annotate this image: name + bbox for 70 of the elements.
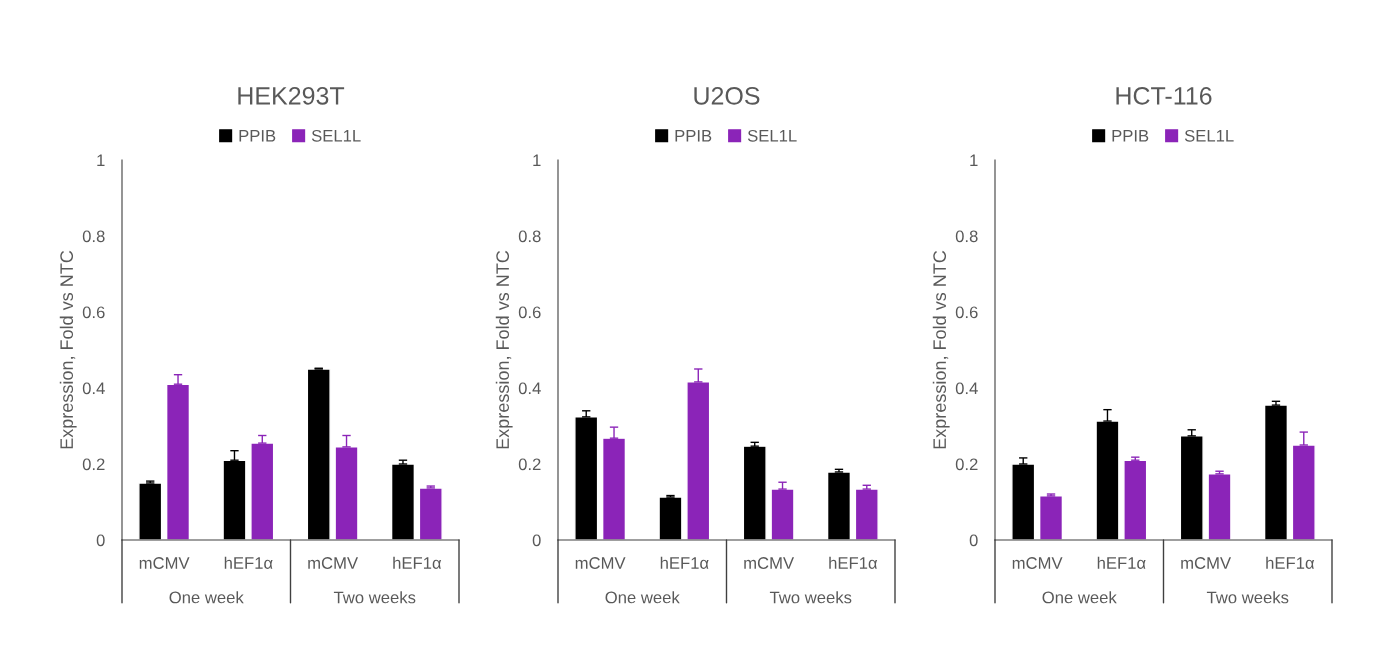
x-tick-label: hEF1α <box>393 556 442 569</box>
y-tick-label: 0.8 <box>518 230 541 243</box>
text: Two weeks <box>769 591 852 604</box>
legend-label: SEL1L <box>1184 129 1234 142</box>
x-tick-label: mCMV <box>139 557 190 569</box>
legend-label: PPIB <box>239 130 276 142</box>
x-tick-label: hEF1α <box>1266 556 1315 569</box>
y-axis-title: Expression, Fold vs NTC <box>495 250 513 449</box>
bar <box>854 488 879 540</box>
y-tick-label: 0.4 <box>955 382 978 395</box>
legend-label: SEL1L <box>311 129 361 142</box>
bar <box>306 368 331 540</box>
text: One week <box>605 591 680 604</box>
y-tick-label: 1 <box>970 154 978 167</box>
y-tick-label: 0.2 <box>518 458 541 471</box>
bar <box>1038 495 1064 540</box>
bar <box>658 496 683 540</box>
text: Two weeks <box>1206 591 1289 604</box>
bar <box>574 416 599 540</box>
bar <box>250 442 275 540</box>
bar <box>601 437 627 540</box>
text: One week <box>1042 591 1117 604</box>
bar <box>1263 404 1289 540</box>
x-tick-label: hEF1α <box>829 556 878 569</box>
y-axis-title: Expression, Fold vs NTC <box>59 250 77 449</box>
bar <box>334 446 359 540</box>
chart-title: HEK293T <box>238 86 345 105</box>
bar <box>1011 463 1036 540</box>
y-tick-label: 0.8 <box>82 230 105 243</box>
x-tick-label: mCMV <box>1012 557 1063 569</box>
x-tick-label: hEF1α <box>1097 556 1146 569</box>
x-tick-label: hEF1α <box>660 556 709 569</box>
y-tick-label: 0.2 <box>955 458 978 471</box>
x-tick-label: hEF1α <box>224 556 273 569</box>
bar <box>1179 435 1204 540</box>
y-axis-title: Expression, Fold vs NTC <box>932 250 950 449</box>
y-tick-label: 1 <box>533 154 541 167</box>
chart-title: U2OS <box>694 86 760 105</box>
y-tick-label: 0 <box>532 534 541 547</box>
x-tick-label: mCMV <box>744 557 795 569</box>
bar <box>1123 459 1148 540</box>
bar <box>826 471 852 540</box>
bar <box>138 482 163 540</box>
x-tick-label: mCMV <box>575 557 626 569</box>
x-tick-label: mCMV <box>1181 557 1232 569</box>
y-tick-label: 0 <box>96 534 105 547</box>
bar <box>686 381 711 540</box>
text: Two weeks <box>333 591 416 604</box>
y-tick-label: 0.6 <box>518 306 541 319</box>
y-tick-label: 0.6 <box>955 306 978 319</box>
y-tick-label: 0.4 <box>518 382 541 395</box>
bar <box>390 463 416 540</box>
bar <box>418 487 443 540</box>
x-tick-label: mCMV <box>308 557 359 569</box>
bar <box>770 488 795 540</box>
bar <box>1291 444 1316 540</box>
legend-label: PPIB <box>675 130 712 142</box>
y-tick-label: 0.8 <box>955 230 978 243</box>
y-tick-label: 0.2 <box>82 458 105 471</box>
legend-label: SEL1L <box>747 129 797 142</box>
legend-label: PPIB <box>1112 130 1149 142</box>
y-tick-label: 0 <box>969 534 978 547</box>
text: One week <box>169 591 244 604</box>
y-tick-label: 0.4 <box>82 382 105 395</box>
bar <box>1207 473 1232 540</box>
y-tick-label: 1 <box>97 154 105 167</box>
y-tick-label: 0.6 <box>82 306 105 319</box>
bar <box>1095 420 1120 540</box>
bar <box>742 445 767 540</box>
chart-title: HCT-116 <box>1116 86 1212 105</box>
